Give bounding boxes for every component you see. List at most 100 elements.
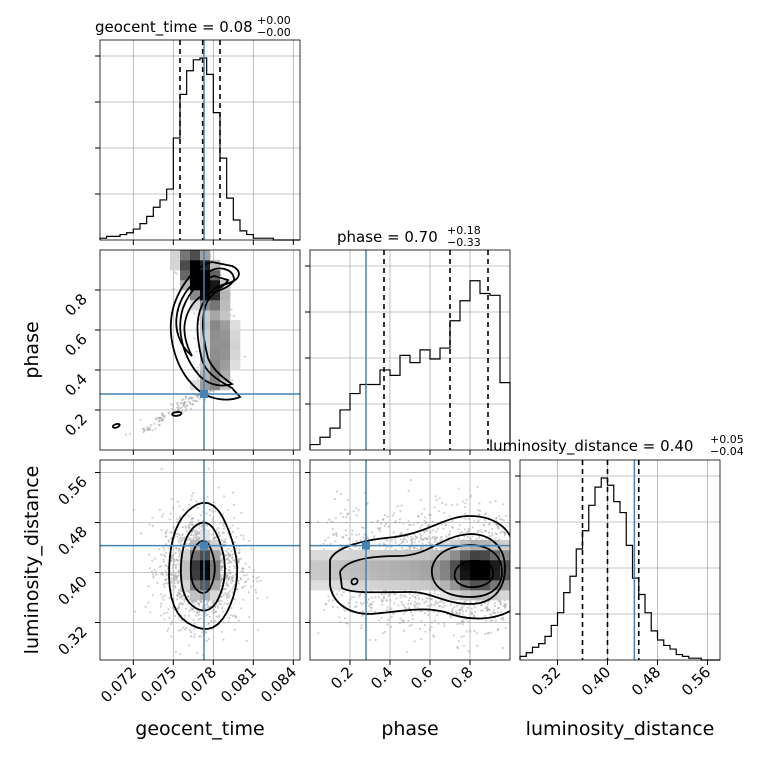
density-cell: [180, 570, 191, 581]
sample-point: [153, 568, 156, 571]
sample-point: [220, 579, 223, 582]
sample-point: [158, 417, 161, 420]
density-cell: [200, 250, 211, 261]
sample-point: [174, 566, 177, 570]
sample-point: [465, 530, 469, 534]
sample-point: [501, 646, 504, 650]
sample-point: [458, 608, 462, 611]
sample-point: [176, 402, 179, 406]
sample-point: [240, 511, 243, 514]
sample-point: [197, 603, 200, 606]
sample-point: [347, 537, 351, 540]
sample-point: [390, 607, 393, 610]
sample-point: [200, 635, 203, 638]
sample-point: [177, 547, 181, 550]
sample-point: [191, 403, 194, 406]
sample-point: [420, 524, 424, 527]
sample-point: [496, 611, 499, 614]
sample-point: [239, 577, 242, 580]
sample-point: [177, 563, 180, 566]
sample-point: [238, 551, 241, 554]
sample-point: [382, 517, 385, 521]
sample-point: [472, 615, 476, 618]
sample-point: [199, 617, 202, 620]
sample-point: [148, 428, 152, 432]
sample-point: [211, 610, 214, 613]
density-cell: [430, 570, 441, 581]
sample-point: [222, 540, 226, 543]
density-cell: [400, 570, 411, 581]
sample-point: [359, 592, 362, 595]
sample-point: [170, 531, 173, 534]
sample-point: [412, 523, 416, 526]
sample-point: [187, 614, 190, 617]
sample-point: [237, 619, 240, 622]
sample-point: [441, 606, 444, 609]
sample-point: [462, 644, 465, 647]
sample-point: [355, 605, 358, 608]
sample-point: [497, 538, 500, 541]
sample-point: [232, 503, 236, 506]
sample-point: [162, 612, 166, 615]
sample-point: [488, 523, 491, 526]
sample-point: [228, 559, 231, 563]
sample-point: [354, 606, 357, 609]
density-cell: [190, 580, 201, 591]
sample-point: [146, 428, 149, 431]
sample-point: [489, 631, 493, 634]
density-cell: [210, 260, 221, 271]
sample-point: [227, 556, 230, 559]
panel-frame: [99, 249, 301, 451]
sample-point: [475, 600, 478, 603]
sample-point: [359, 538, 362, 542]
sample-point: [380, 522, 383, 525]
sample-point: [376, 520, 379, 523]
sample-point: [185, 529, 188, 533]
sample-point: [423, 612, 427, 615]
sample-point: [485, 605, 488, 609]
sample-point: [245, 573, 248, 576]
sample-point: [497, 527, 500, 530]
contour-line: [111, 411, 183, 429]
sample-point: [430, 603, 433, 606]
sample-point: [498, 600, 502, 603]
sample-point: [231, 524, 234, 527]
sample-point: [158, 547, 161, 551]
sample-point: [152, 576, 155, 579]
sample-point: [491, 619, 494, 622]
sample-point: [229, 571, 232, 574]
sample-point: [163, 585, 166, 588]
sample-point: [220, 553, 223, 556]
sample-point: [160, 614, 163, 617]
density-cell: [460, 580, 471, 591]
sample-point: [227, 577, 230, 580]
sample-point: [456, 645, 459, 649]
sample-point: [238, 548, 241, 552]
sample-point: [206, 603, 209, 606]
sample-point: [229, 554, 232, 557]
sample-point: [169, 623, 173, 626]
sample-point: [387, 525, 390, 528]
sample-point: [414, 538, 417, 541]
sample-point: [150, 570, 154, 573]
sample-point: [358, 533, 361, 536]
sample-point: [222, 524, 225, 527]
sample-point: [394, 520, 397, 523]
sample-point: [177, 607, 181, 610]
sample-point: [175, 520, 179, 523]
sample-point: [499, 518, 502, 521]
density-cell: [200, 580, 211, 591]
sample-point: [467, 650, 470, 653]
sample-point: [220, 577, 224, 580]
sample-point: [142, 431, 145, 434]
sample-point: [243, 355, 247, 358]
sample-point: [245, 580, 248, 583]
sample-point: [165, 529, 169, 532]
sample-point: [477, 508, 480, 512]
sample-point: [184, 397, 187, 400]
sample-point: [442, 527, 445, 530]
sample-point: [148, 426, 151, 429]
panel-frame: [309, 249, 511, 451]
sample-point: [158, 416, 161, 420]
sample-point: [195, 350, 198, 353]
